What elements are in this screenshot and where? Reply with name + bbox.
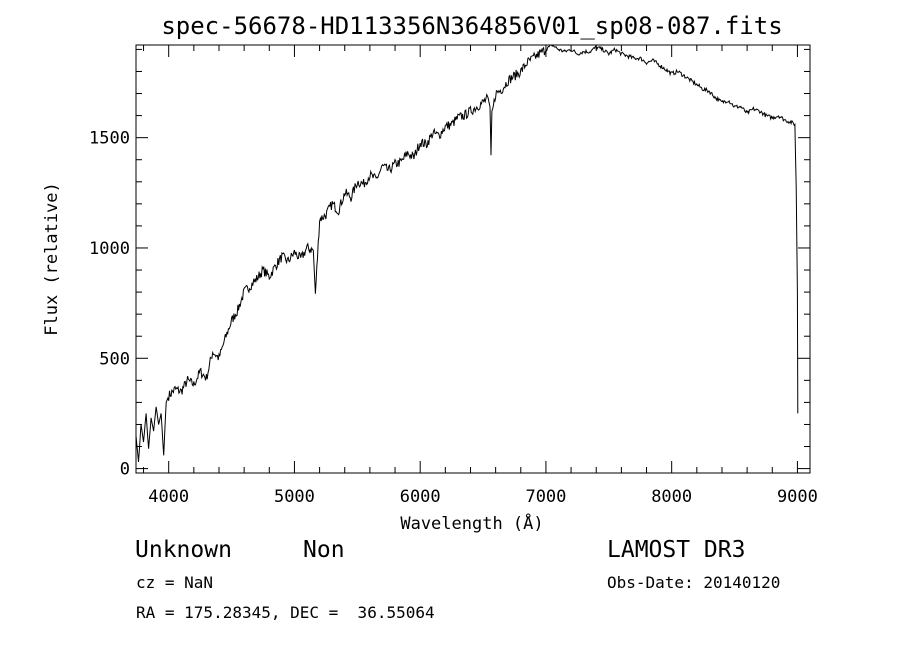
spectrum-line — [135, 44, 799, 463]
y-tick-label: 500 — [99, 349, 130, 369]
class-label: Unknown — [135, 537, 232, 563]
x-tick-label: 5000 — [274, 487, 315, 507]
plot-marks — [135, 44, 799, 463]
x-tick-label: 6000 — [400, 487, 441, 507]
obs-date-label: Obs-Date: 20140120 — [607, 573, 781, 592]
chart-title: spec-56678-HD113356N364856V01_sp08-087.f… — [161, 12, 782, 40]
y-tick-label: 1500 — [89, 129, 130, 149]
coords-label: RA = 175.28345, DEC = 36.55064 — [136, 603, 435, 622]
survey-label: LAMOST DR3 — [607, 537, 746, 563]
y-tick-label: 0 — [120, 460, 130, 480]
x-tick-label: 4000 — [148, 487, 189, 507]
cz-label: cz = NaN — [136, 573, 214, 592]
x-axis-ticks: 4000 5000 6000 7000 8000 9000 — [143, 45, 818, 507]
x-tick-label: 7000 — [525, 487, 566, 507]
y-tick-label: 1000 — [89, 239, 130, 259]
x-tick-label: 9000 — [777, 487, 818, 507]
y-axis-label: Flux (relative) — [42, 182, 62, 336]
x-axis-label: Wavelength (Å) — [400, 512, 543, 534]
y-axis-ticks: 0 500 1000 1500 — [89, 48, 810, 480]
plot-frame — [135, 44, 811, 474]
x-tick-label: 8000 — [651, 487, 692, 507]
subclass-label: Non — [303, 537, 345, 563]
